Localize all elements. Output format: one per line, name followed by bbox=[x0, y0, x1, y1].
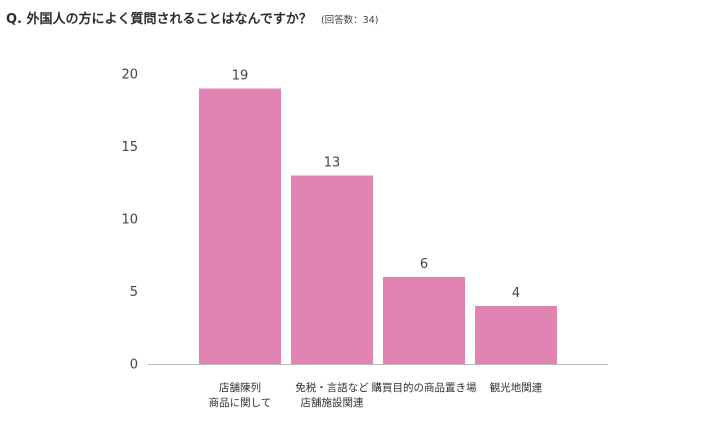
bar bbox=[199, 88, 281, 364]
y-axis-ticks: 0 5 10 15 20 bbox=[121, 68, 138, 373]
data-labels: 19 13 6 4 bbox=[232, 69, 520, 302]
y-tick-label: 10 bbox=[121, 213, 138, 228]
y-tick-label: 15 bbox=[121, 140, 138, 155]
category-label: 免税・言語など店舗施設関連 bbox=[295, 381, 369, 409]
bar bbox=[475, 306, 557, 364]
data-label: 19 bbox=[232, 69, 249, 84]
chart-title: Q. 外国人の方によく質問されることはなんですか？ bbox=[6, 12, 312, 27]
data-label: 13 bbox=[324, 156, 341, 171]
category-label: 店舗陳列商品に関して bbox=[209, 381, 272, 409]
data-label: 4 bbox=[512, 286, 520, 301]
chart-header: Q. 外国人の方によく質問されることはなんですか？ (回答数：34) bbox=[6, 8, 378, 27]
y-tick-label: 20 bbox=[121, 68, 138, 83]
y-tick-label: 5 bbox=[130, 285, 138, 300]
y-tick-label: 0 bbox=[130, 358, 138, 373]
bar bbox=[291, 175, 373, 364]
category-label: 購買目的の商品置き場 bbox=[372, 381, 477, 394]
response-count-note: (回答数：34) bbox=[320, 15, 379, 26]
category-label: 観光地関連 bbox=[490, 381, 543, 394]
bar bbox=[383, 277, 465, 364]
data-label: 6 bbox=[420, 257, 428, 272]
bars bbox=[199, 88, 557, 364]
